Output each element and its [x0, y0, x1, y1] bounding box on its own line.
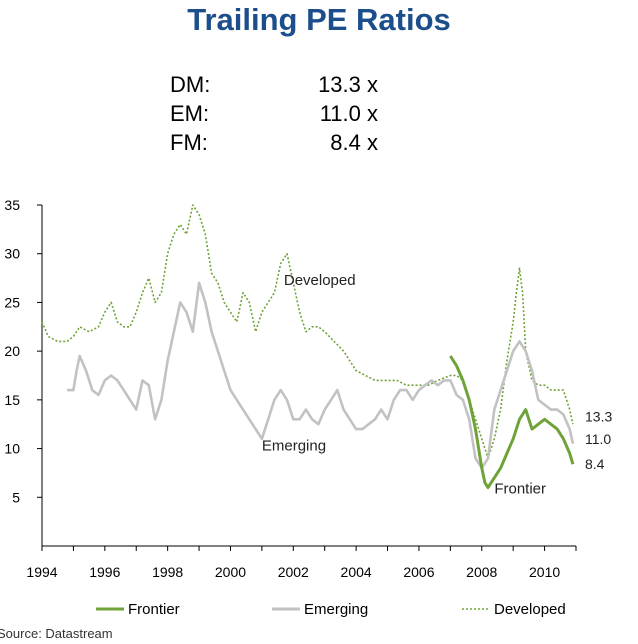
stat-value-dm: 13.3 x — [318, 72, 378, 97]
legend-label-emerging: Emerging — [304, 601, 368, 618]
legend-label-frontier: Frontier — [128, 601, 180, 618]
stat-label-em: EM: — [170, 101, 210, 126]
stat-label-fm: FM: — [170, 130, 208, 155]
y-tick-label: 20 — [4, 343, 20, 359]
legend-label-developed: Developed — [494, 601, 566, 618]
y-tick-label: 35 — [4, 197, 20, 213]
series-line-developed — [41, 204, 574, 460]
x-tick-label: 1994 — [26, 564, 57, 580]
x-tick-label: 2008 — [466, 564, 497, 580]
annotation-emerging: Emerging — [262, 438, 326, 455]
chart-title: Trailing PE Ratios — [187, 2, 451, 37]
y-tick-label: 25 — [4, 294, 20, 310]
end-label-developed: 13.3 — [585, 408, 612, 424]
x-tick-label: 2006 — [403, 564, 434, 580]
stat-label-dm: DM: — [170, 72, 211, 97]
x-tick-label: 2000 — [215, 564, 246, 580]
series-line-frontier — [449, 355, 575, 489]
end-label-frontier: 8.4 — [585, 456, 605, 472]
end-label-emerging: 11.0 — [585, 431, 611, 447]
series-line-emerging — [67, 281, 575, 470]
x-tick-label: 1996 — [89, 564, 120, 580]
x-tick-label: 2002 — [278, 564, 309, 580]
y-tick-label: 15 — [4, 392, 20, 408]
stat-value-fm: 8.4 x — [330, 130, 378, 155]
x-tick-label: 2004 — [341, 564, 372, 580]
x-tick-label: 1998 — [152, 564, 183, 580]
y-tick-label: 5 — [12, 489, 20, 505]
source-note: Source: Datastream — [0, 626, 113, 641]
annotation-frontier: Frontier — [494, 480, 546, 497]
y-tick-label: 10 — [4, 441, 20, 457]
stat-value-em: 11.0 x — [319, 101, 378, 126]
x-tick-label: 2010 — [529, 564, 560, 580]
y-tick-label: 30 — [4, 246, 20, 262]
annotation-developed: Developed — [284, 272, 356, 289]
